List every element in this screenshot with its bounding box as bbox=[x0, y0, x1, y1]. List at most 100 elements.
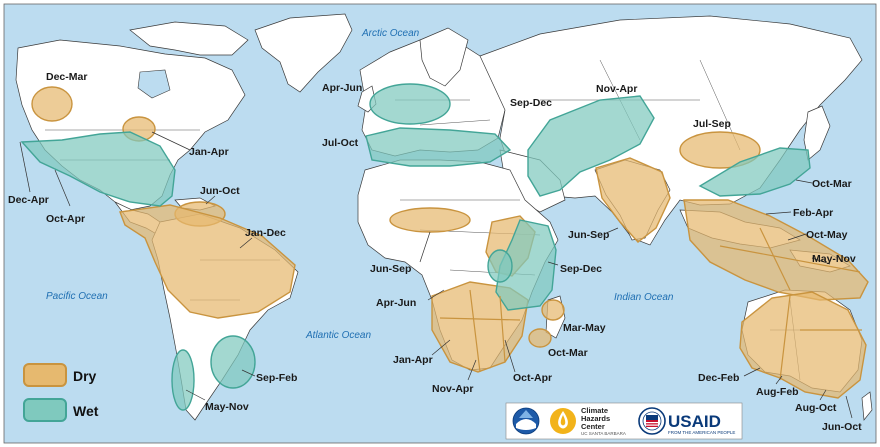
usaid-wordmark: USAID bbox=[668, 412, 721, 431]
wet-region-mediterranean bbox=[365, 127, 512, 167]
wet-region-east-asia bbox=[698, 147, 811, 197]
leader-sa-jan-dec bbox=[239, 237, 253, 249]
ocean-label-indian: Indian Ocean bbox=[614, 292, 674, 303]
land-scandinavia bbox=[419, 27, 469, 87]
dry-region-east-asia bbox=[679, 131, 761, 169]
usaid-tagline: FROM THE AMERICAN PEOPLE bbox=[668, 430, 735, 435]
leader-af-nov-apr bbox=[467, 359, 477, 381]
ocean-label-arctic: Arctic Ocean bbox=[361, 28, 420, 39]
dry-region-south-america bbox=[119, 204, 296, 319]
ocean-label-pacific: Pacific Ocean bbox=[46, 291, 108, 302]
leader-af-sep-dec bbox=[547, 261, 559, 266]
label-au-jun-oct: Jun-Oct bbox=[822, 421, 862, 433]
label-eu-apr-jun: Apr-Jun bbox=[322, 82, 362, 94]
label-sa-may-nov: May-Nov bbox=[205, 401, 249, 413]
land-hudson-bay bbox=[137, 69, 171, 99]
wet-region-sa-west bbox=[171, 349, 195, 411]
label-af-jun-sep: Jun-Sep bbox=[370, 263, 411, 275]
legend-wet-swatch bbox=[23, 398, 67, 422]
subregion-lines-southern-africa bbox=[439, 289, 521, 373]
ocean-label-atlantic: Atlantic Ocean bbox=[305, 330, 371, 341]
usaid-seal-icon bbox=[638, 407, 666, 435]
leader-lines bbox=[19, 131, 853, 419]
label-ea-jul-sep: Jul-Sep bbox=[693, 118, 731, 130]
leader-au-dec-feb bbox=[743, 367, 761, 377]
legend-wet-label: Wet bbox=[73, 403, 99, 419]
subregion-lines bbox=[439, 227, 862, 381]
label-af-jan-apr: Jan-Apr bbox=[393, 354, 433, 366]
leader-ea-oct-mar bbox=[795, 179, 813, 184]
dry-region-na-west bbox=[31, 86, 73, 122]
label-ca-nov-apr: Nov-Apr bbox=[596, 83, 637, 95]
label-sa-jan-dec: Jan-Dec bbox=[245, 227, 286, 239]
leader-au-jun-oct bbox=[845, 395, 853, 419]
land-new-zealand bbox=[861, 391, 873, 421]
dry-region-madagascar-north bbox=[541, 299, 565, 321]
dry-region-se-asia bbox=[683, 199, 869, 301]
dry-region-sahel bbox=[389, 207, 471, 233]
noaa-logo-icon bbox=[512, 407, 540, 435]
wet-region-central-asia bbox=[527, 95, 655, 197]
legend: Dry Wet bbox=[23, 363, 99, 422]
label-na-dec-mar: Dec-Mar bbox=[46, 71, 87, 83]
leader-sea-oct-may bbox=[787, 233, 807, 241]
leader-sea-feb-apr bbox=[765, 211, 792, 215]
leader-au-aug-feb bbox=[775, 375, 783, 385]
label-af-oct-apr: Oct-Apr bbox=[513, 372, 552, 384]
label-eu-jul-oct: Jul-Oct bbox=[322, 137, 359, 149]
label-au-dec-feb: Dec-Feb bbox=[698, 372, 739, 384]
subregion-lines-se-asia bbox=[719, 227, 861, 291]
legend-dry-swatch bbox=[23, 363, 67, 387]
leader-sa-sep-feb bbox=[241, 369, 256, 377]
label-na-dec-apr: Dec-Apr bbox=[8, 194, 49, 206]
land-greenland bbox=[254, 13, 353, 93]
label-sa-sep-feb: Sep-Feb bbox=[256, 372, 297, 384]
label-car-jun-oct: Jun-Oct bbox=[200, 185, 240, 197]
label-mad-oct-mar: Oct-Mar bbox=[548, 347, 588, 359]
label-af-sep-dec: Sep-Dec bbox=[560, 263, 602, 275]
logo-panel: Climate Hazards Center UC SANTA BARBARA … bbox=[505, 402, 743, 440]
dry-region-madagascar-south bbox=[528, 328, 552, 348]
leader-na-dec-apr bbox=[19, 141, 31, 193]
wet-region-na-west bbox=[20, 131, 176, 207]
label-au-aug-feb: Aug-Feb bbox=[756, 386, 799, 398]
leader-sea-may-nov bbox=[811, 257, 831, 265]
leader-sa-may-nov bbox=[185, 389, 206, 401]
chc-sub: UC SANTA BARBARA bbox=[581, 431, 626, 436]
chc-name-line1: Climate bbox=[581, 406, 608, 415]
label-sea-feb-apr: Feb-Apr bbox=[793, 207, 833, 219]
label-af-apr-jun: Apr-Jun bbox=[376, 297, 416, 309]
label-sea-may-nov: May-Nov bbox=[812, 253, 856, 265]
leader-na-oct-apr bbox=[54, 169, 71, 207]
chc-name-line2: Hazards bbox=[581, 414, 610, 423]
region-labels: Dec-Mar Jan-Apr Dec-Apr Oct-Apr Jun-Oct … bbox=[8, 71, 862, 433]
dry-region-india bbox=[595, 157, 671, 243]
chc-name-line3: Center bbox=[581, 422, 605, 431]
subregion-lines-australia bbox=[779, 295, 862, 381]
land-japan bbox=[803, 105, 831, 161]
label-af-nov-apr: Nov-Apr bbox=[432, 383, 473, 395]
logo-panel-box bbox=[505, 402, 743, 440]
legend-dry-label: Dry bbox=[73, 368, 97, 384]
label-ea-oct-mar: Oct-Mar bbox=[812, 178, 852, 190]
leader-in-jun-sep bbox=[603, 227, 619, 235]
label-sea-oct-may: Oct-May bbox=[806, 229, 848, 241]
leader-af-jun-sep bbox=[419, 231, 431, 263]
leader-af-jan-apr bbox=[431, 339, 451, 356]
dry-region-australia bbox=[739, 291, 867, 399]
label-mad-mar-may: Mar-May bbox=[563, 322, 606, 334]
wet-region-east-africa-small bbox=[487, 249, 513, 283]
leader-car-jun-oct bbox=[205, 195, 216, 205]
leader-na-jan-apr bbox=[151, 131, 191, 151]
label-na-oct-apr: Oct-Apr bbox=[46, 213, 85, 225]
leader-af-oct-apr bbox=[504, 339, 516, 373]
label-au-aug-oct: Aug-Oct bbox=[795, 402, 837, 414]
label-na-jan-apr: Jan-Apr bbox=[189, 146, 229, 158]
leader-af-apr-jun bbox=[427, 289, 445, 301]
land-arctic-islands bbox=[129, 21, 249, 56]
wet-region-sa-east bbox=[210, 335, 256, 389]
label-in-jun-sep: Jun-Sep bbox=[568, 229, 609, 241]
wet-region-europe-north bbox=[369, 83, 451, 125]
label-me-sep-dec: Sep-Dec bbox=[510, 97, 552, 109]
chc-logo-icon bbox=[550, 408, 576, 434]
